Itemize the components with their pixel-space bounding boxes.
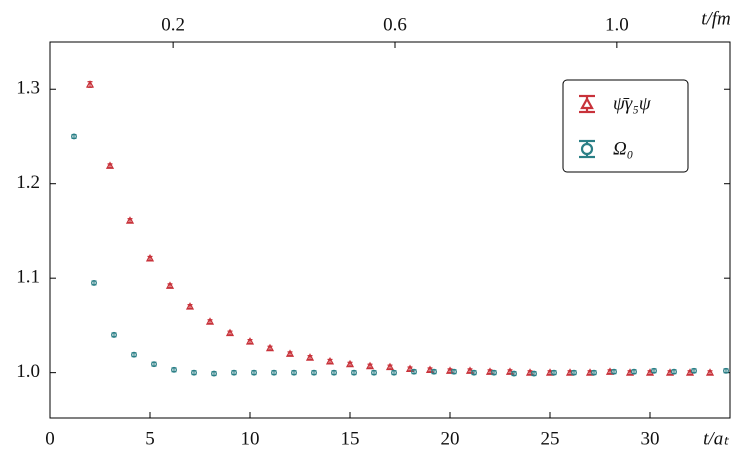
marker (131, 351, 137, 358)
marker (145, 253, 155, 262)
marker (405, 364, 415, 373)
marker (391, 369, 397, 376)
marker (591, 369, 597, 376)
legend-marker (580, 142, 594, 156)
x-tick-label: 0 (45, 428, 55, 449)
marker (165, 281, 175, 289)
marker (471, 369, 477, 376)
marker (205, 317, 215, 325)
marker (345, 359, 355, 368)
x-tick-label: 20 (441, 428, 460, 449)
marker (491, 369, 497, 376)
marker (511, 370, 517, 377)
x-tick-label: 5 (145, 428, 155, 449)
marker (91, 279, 97, 286)
marker (245, 337, 255, 345)
marker (531, 370, 537, 377)
marker (671, 368, 677, 375)
marker (431, 368, 437, 375)
legend-marker (580, 96, 594, 110)
marker (151, 361, 157, 368)
marker (251, 369, 257, 376)
legend-label: ψ̄γ₅ψ (613, 93, 652, 114)
marker (631, 368, 637, 375)
legend-box (562, 79, 689, 173)
marker (451, 368, 457, 375)
marker (651, 367, 657, 374)
marker (311, 369, 317, 376)
x2-axis-label: t/fm (701, 8, 731, 29)
x2-tick-label: 1.0 (605, 14, 629, 35)
marker (171, 366, 177, 373)
marker (265, 343, 275, 352)
marker (385, 362, 395, 371)
y-tick-label: 1.1 (16, 267, 40, 288)
marker (291, 369, 297, 376)
x-tick-label: 10 (241, 428, 260, 449)
marker (285, 349, 295, 357)
marker (191, 369, 197, 376)
plot-frame (49, 41, 731, 419)
x-tick-label: 30 (641, 428, 660, 449)
y-tick-label: 1.2 (16, 172, 40, 193)
marker (365, 361, 375, 370)
marker (211, 370, 217, 377)
marker (325, 356, 335, 365)
marker (271, 369, 277, 376)
y-tick-label: 1.3 (16, 78, 40, 99)
marker (185, 302, 195, 310)
x-tick-label: 15 (341, 428, 360, 449)
marker (411, 368, 417, 375)
marker (371, 369, 377, 376)
marker (551, 369, 557, 376)
marker (723, 367, 729, 374)
legend-label: Ω₀ (613, 138, 633, 159)
marker (691, 367, 697, 374)
marker (331, 369, 337, 376)
marker (85, 80, 95, 88)
marker (111, 331, 117, 338)
marker (351, 369, 357, 376)
marker (571, 369, 577, 376)
x-tick-label: 25 (541, 428, 560, 449)
x2-tick-label: 0.6 (383, 14, 407, 35)
marker (611, 368, 617, 375)
y-tick-label: 1.0 (16, 361, 40, 382)
marker (71, 133, 77, 140)
x-axis-label: t/aₜ (703, 428, 729, 449)
marker (305, 353, 315, 361)
marker (231, 369, 237, 376)
marker (105, 161, 115, 169)
marker (705, 368, 715, 376)
marker (125, 216, 135, 224)
marker (225, 328, 235, 337)
x2-tick-label: 0.2 (161, 14, 185, 35)
